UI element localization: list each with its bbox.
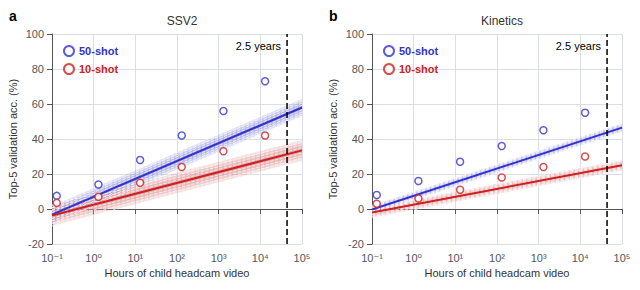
svg-text:10¹: 10¹ [447,252,463,264]
svg-text:b: b [329,8,338,24]
svg-text:10-shot: 10-shot [399,63,438,75]
svg-text:10⁻¹: 10⁻¹ [361,252,383,264]
svg-text:80: 80 [352,63,364,75]
svg-text:10⁴: 10⁴ [572,252,589,264]
svg-text:10¹: 10¹ [127,252,143,264]
svg-text:100: 100 [346,28,364,40]
svg-text:50-shot: 50-shot [79,45,118,57]
svg-text:SSV2: SSV2 [167,14,198,28]
svg-text:2.5 years: 2.5 years [236,40,282,52]
svg-text:10⁰: 10⁰ [85,252,102,264]
svg-text:Kinetics: Kinetics [481,14,523,28]
svg-text:Hours of child headcam video: Hours of child headcam video [105,267,250,279]
svg-text:10⁴: 10⁴ [252,252,269,264]
svg-text:10²: 10² [489,252,505,264]
svg-text:a: a [9,8,17,24]
svg-text:50-shot: 50-shot [399,45,438,57]
svg-text:40: 40 [32,133,44,145]
svg-text:10³: 10³ [211,252,227,264]
svg-text:-20: -20 [28,238,44,250]
svg-text:10⁰: 10⁰ [405,252,422,264]
svg-text:40: 40 [352,133,364,145]
svg-text:-20: -20 [348,238,364,250]
svg-text:60: 60 [32,98,44,110]
svg-text:2.5 years: 2.5 years [556,40,602,52]
svg-text:80: 80 [32,63,44,75]
svg-text:60: 60 [352,98,364,110]
svg-text:0: 0 [358,203,364,215]
svg-text:0: 0 [38,203,44,215]
svg-text:10²: 10² [169,252,185,264]
svg-text:10⁵: 10⁵ [614,252,631,264]
svg-text:Hours of child headcam video: Hours of child headcam video [425,267,570,279]
svg-text:10-shot: 10-shot [79,63,118,75]
svg-text:100: 100 [26,28,44,40]
svg-text:Top-5 validation acc. (%): Top-5 validation acc. (%) [327,79,339,199]
svg-text:20: 20 [352,168,364,180]
svg-text:10³: 10³ [531,252,547,264]
svg-text:10⁵: 10⁵ [294,252,311,264]
svg-text:Top-5 validation acc. (%): Top-5 validation acc. (%) [7,79,19,199]
svg-text:20: 20 [32,168,44,180]
svg-text:10⁻¹: 10⁻¹ [41,252,63,264]
